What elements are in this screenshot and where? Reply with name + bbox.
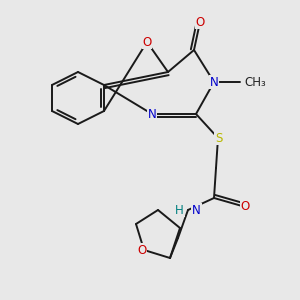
Text: O: O — [240, 200, 250, 212]
Text: O: O — [137, 244, 147, 256]
Text: N: N — [210, 76, 218, 88]
Text: O: O — [142, 35, 152, 49]
Text: H: H — [175, 203, 184, 217]
Text: CH₃: CH₃ — [244, 76, 266, 88]
Text: N: N — [148, 107, 156, 121]
Text: O: O — [195, 16, 205, 28]
Text: S: S — [215, 131, 223, 145]
Text: N: N — [192, 203, 201, 217]
